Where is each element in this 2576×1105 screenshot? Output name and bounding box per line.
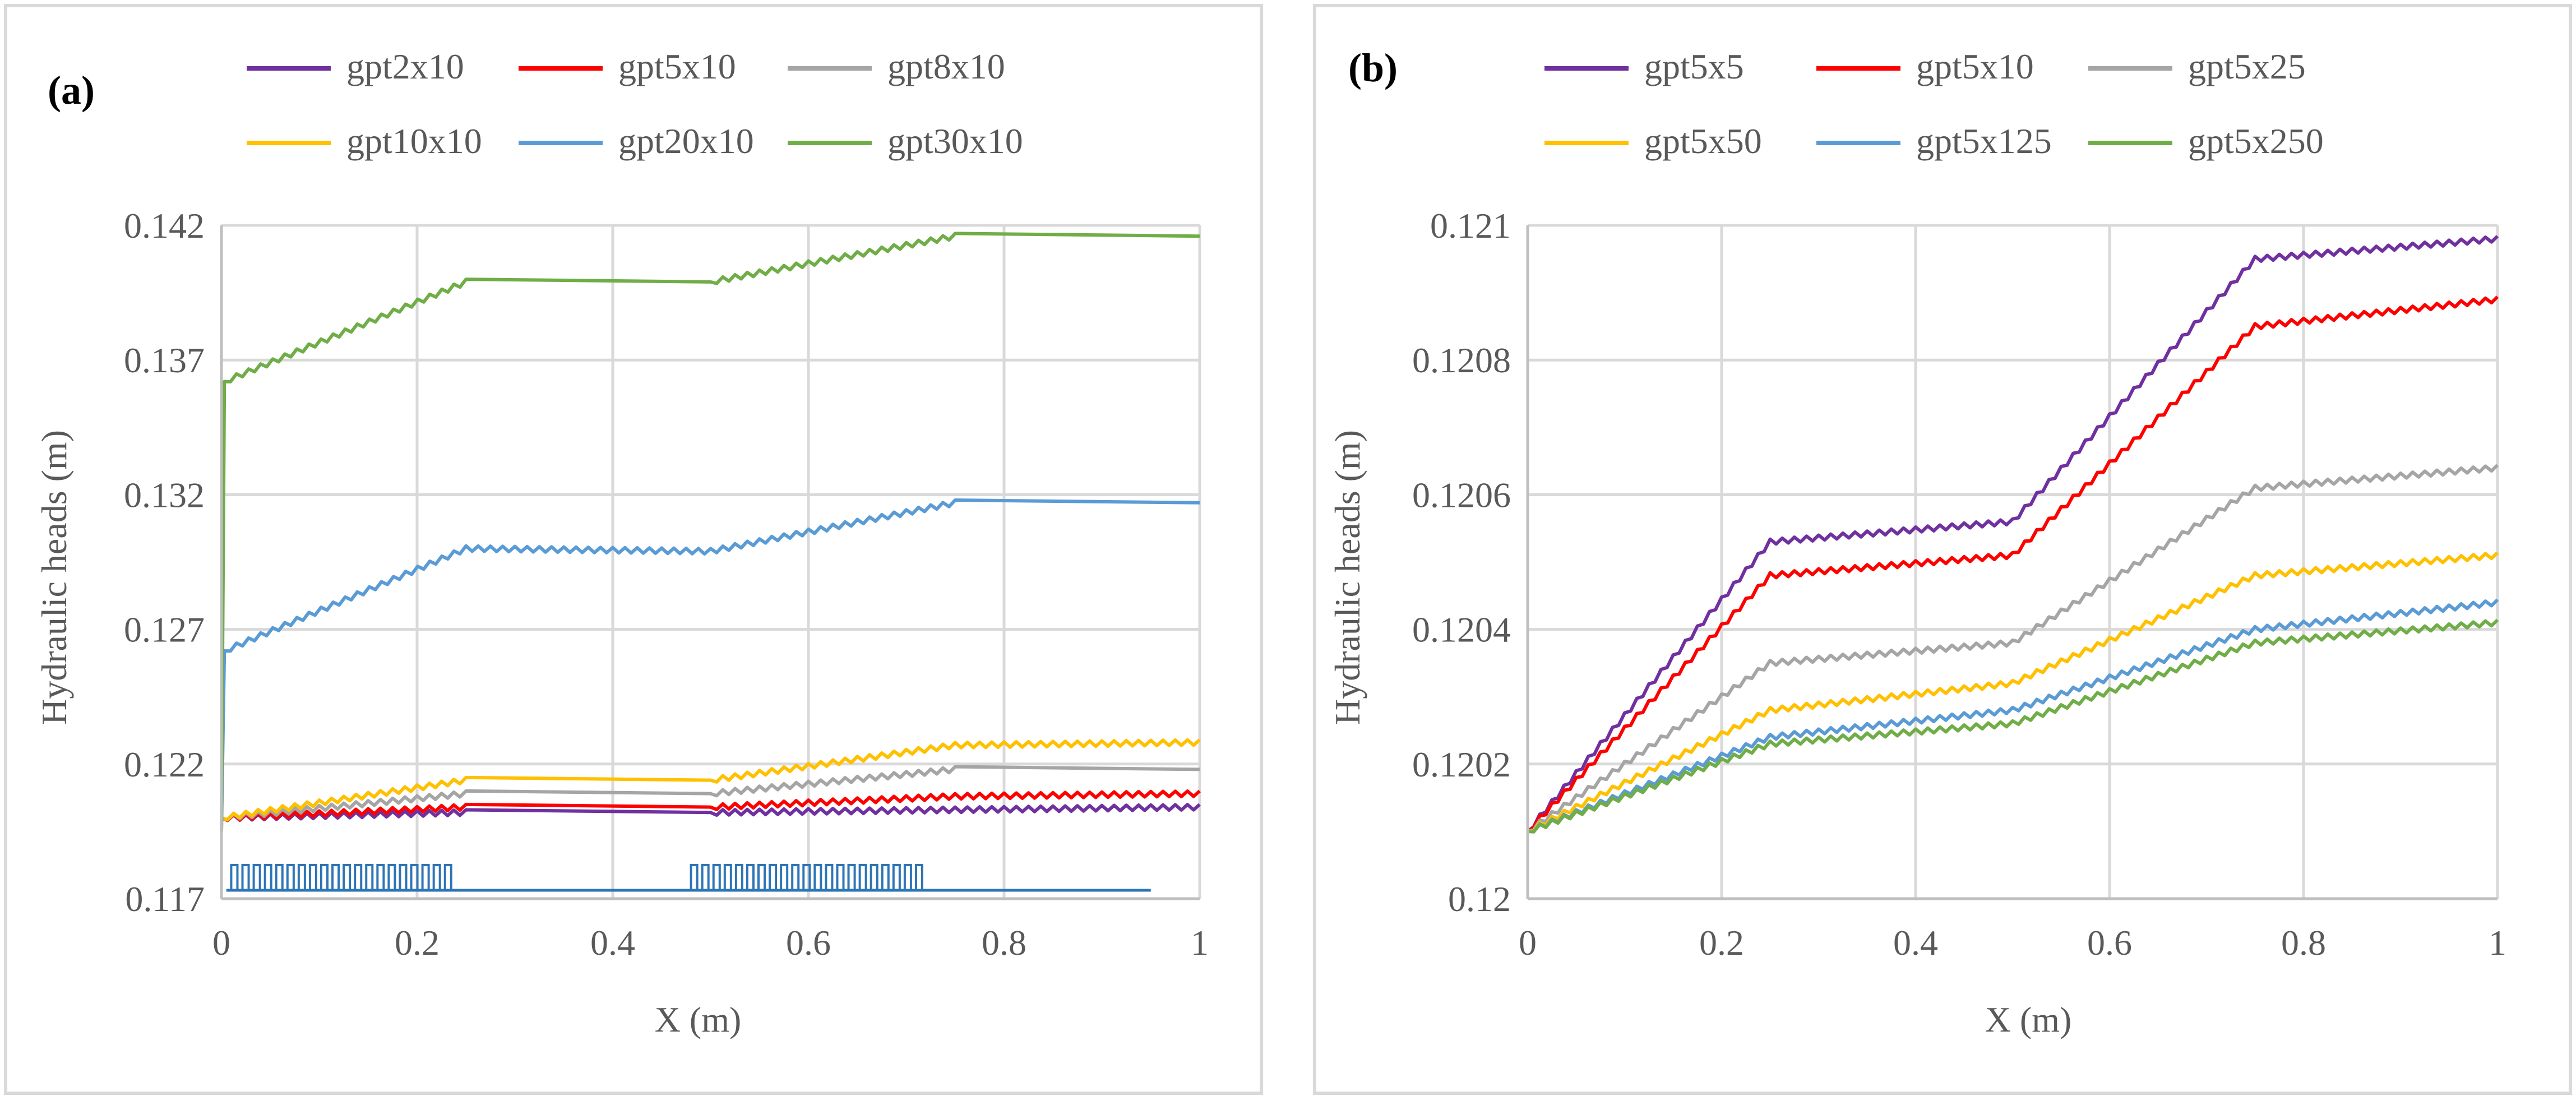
- series-line-gpt5x25: [1527, 464, 2499, 833]
- panel-b-series: [1527, 235, 2499, 834]
- x-tick-label: 1: [1191, 923, 1209, 963]
- panel-a: (a) gpt2x10 gpt5x10 gpt8x10 gpt10x10 gpt20x1…: [4, 4, 1263, 1095]
- pumping-well-markers: [230, 864, 452, 890]
- x-tick-label: 0: [212, 923, 230, 963]
- y-tick-label: 0.137: [124, 340, 205, 380]
- panel-b-axes: 0 0.2 0.4 0.6 0.8 1 0.12 0.1202 0.1204 0.1206 0.12…: [1412, 206, 2506, 963]
- legend-label-gpt5x25: gpt5x25: [2188, 47, 2306, 86]
- y-tick-label: 0.127: [124, 610, 205, 650]
- y-tick-label: 0.1206: [1412, 475, 1511, 515]
- legend-label-gpt5x250: gpt5x250: [2188, 121, 2324, 161]
- panel-a-y-axis-label: Hydraulic heads (m): [34, 430, 74, 725]
- y-tick-label: 0.121: [1430, 206, 1511, 246]
- legend-label-gpt20x10: gpt20x10: [618, 121, 754, 161]
- y-tick-label: 0.12: [1448, 879, 1511, 919]
- x-tick-label: 0.4: [1893, 923, 1938, 963]
- panel-a-series: [220, 232, 1201, 831]
- legend-label-gpt10x10: gpt10x10: [346, 121, 482, 161]
- y-tick-label: 0.142: [124, 206, 205, 246]
- legend-label-gpt5x50: gpt5x50: [1644, 121, 1762, 161]
- panel-b-x-axis-label: X (m): [1985, 1000, 2072, 1039]
- series-line-gpt30x10: [220, 232, 1200, 831]
- y-tick-label: 0.1208: [1412, 340, 1511, 380]
- y-tick-label: 0.132: [124, 475, 205, 515]
- y-tick-label: 0.1204: [1412, 610, 1511, 650]
- series-line-gpt5x50: [1527, 551, 2499, 833]
- panel-b-legend: gpt5x5 gpt5x10 gpt5x25 gpt5x50 gpt5x125 gpt5x…: [1544, 47, 2324, 161]
- panel-b-label: (b): [1348, 45, 1398, 90]
- panel-b-y-axis-label: Hydraulic heads (m): [1328, 430, 1367, 725]
- series-line-gpt5x250: [1527, 618, 2499, 834]
- panel-a-label: (a): [48, 68, 95, 113]
- panel-a-axes: 0 0.2 0.4 0.6 0.8 1 0.117 0.122 0.127 0.132 0.137 0…: [124, 206, 1209, 963]
- legend-label-gpt5x10: gpt5x10: [1916, 47, 2034, 86]
- y-tick-label: 0.1202: [1412, 745, 1511, 784]
- x-tick-label: 1: [2489, 923, 2506, 963]
- legend-label-gpt5x125: gpt5x125: [1916, 121, 2052, 161]
- x-tick-label: 0.4: [590, 923, 635, 963]
- x-tick-label: 0: [1519, 923, 1537, 963]
- y-tick-label: 0.117: [125, 879, 205, 919]
- series-line-gpt5x125: [1527, 598, 2499, 834]
- series-line-gpt5x10: [1527, 295, 2499, 833]
- legend-label-gpt5x5: gpt5x5: [1644, 47, 1744, 86]
- panel-b-grid: [1528, 224, 2499, 899]
- x-tick-label: 0.2: [395, 923, 440, 963]
- legend-label-gpt30x10: gpt30x10: [887, 121, 1023, 161]
- panel-b-frame: [1313, 4, 2572, 1095]
- x-tick-label: 0.6: [2087, 923, 2132, 963]
- panel-a-legend: gpt2x10 gpt5x10 gpt8x10 gpt10x10 gpt20x10 gpt…: [247, 47, 1023, 161]
- x-tick-label: 0.6: [786, 923, 831, 963]
- pumping-well-markers: [690, 864, 923, 890]
- series-line-gpt5x10: [220, 789, 1201, 822]
- x-tick-label: 0.8: [2281, 923, 2326, 963]
- series-line-gpt8x10: [221, 765, 1200, 822]
- legend-label-gpt5x10: gpt5x10: [618, 47, 736, 86]
- series-line-gpt5x5: [1527, 235, 2499, 833]
- series-line-gpt2x10: [220, 803, 1201, 822]
- y-tick-label: 0.122: [124, 745, 205, 784]
- x-tick-label: 0.2: [1699, 923, 1744, 963]
- x-tick-label: 0.8: [982, 923, 1026, 963]
- series-line-gpt10x10: [221, 738, 1201, 821]
- series-line-gpt20x10: [220, 498, 1200, 831]
- panel-a-pumping-markers: [226, 864, 1151, 892]
- legend-label-gpt2x10: gpt2x10: [346, 47, 464, 86]
- legend-label-gpt8x10: gpt8x10: [887, 47, 1005, 86]
- panel-a-grid: [221, 224, 1201, 899]
- panel-a-x-axis-label: X (m): [655, 1000, 742, 1039]
